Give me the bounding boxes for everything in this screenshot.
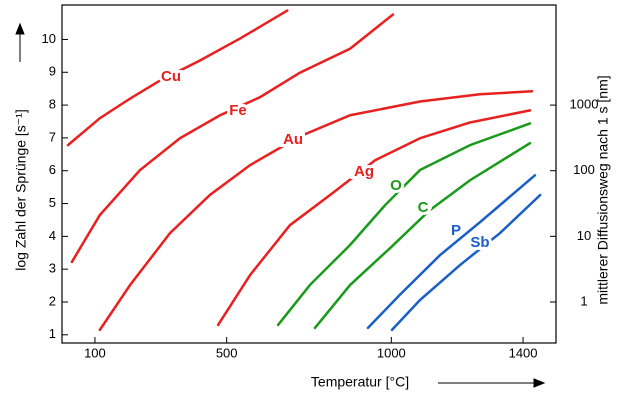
arrow-head — [15, 22, 25, 35]
axis-arrows — [15, 22, 546, 388]
y-tick-label: 2 — [49, 293, 56, 308]
y-tick-label: 4 — [49, 228, 56, 243]
series-label: Sb — [470, 234, 489, 251]
y-tick-label: 5 — [49, 195, 56, 210]
y2-tick-label: 1 — [580, 293, 587, 308]
series-label: Cu — [161, 68, 181, 85]
x-axis-label: Temperatur [°C] — [311, 374, 409, 390]
y-tick-label: 1 — [49, 326, 56, 341]
x-tick-label: 500 — [216, 345, 238, 360]
y-tick-label: 7 — [49, 129, 56, 144]
y-tick-label: 6 — [49, 162, 56, 177]
x-tick-label: 1000 — [377, 345, 406, 360]
plot-frame — [61, 4, 557, 344]
y-axis-label: log Zahl der Sprünge [s⁻¹] — [13, 109, 29, 270]
series-label: Ag — [354, 163, 374, 180]
y2-axis-label: mittlerer Diffusionsweg nach 1 s [nm] — [595, 75, 611, 304]
series-label: P — [451, 222, 461, 239]
y-tick-label: 8 — [49, 97, 56, 112]
y-tick-label: 10 — [42, 31, 56, 46]
series-label: O — [390, 177, 402, 194]
x-tick-label: 1400 — [509, 345, 538, 360]
series-line — [390, 193, 542, 332]
series-label: Fe — [229, 102, 247, 119]
y-tick-label: 9 — [49, 64, 56, 79]
arrow-head — [533, 378, 546, 388]
series-line — [276, 122, 532, 327]
y2-tick-label: 10 — [577, 228, 591, 243]
series-line — [313, 141, 532, 330]
x-tick-label: 100 — [84, 345, 106, 360]
y2-tick-label: 1000 — [570, 97, 599, 112]
series-label: C — [418, 199, 429, 216]
series-line — [70, 13, 395, 264]
series-line — [216, 109, 532, 327]
y2-tick-label: 100 — [573, 162, 595, 177]
series-label: Au — [283, 131, 303, 148]
series-line — [366, 174, 537, 330]
series-line — [98, 90, 534, 332]
y-tick-label: 3 — [49, 261, 56, 276]
series-line — [66, 9, 289, 147]
